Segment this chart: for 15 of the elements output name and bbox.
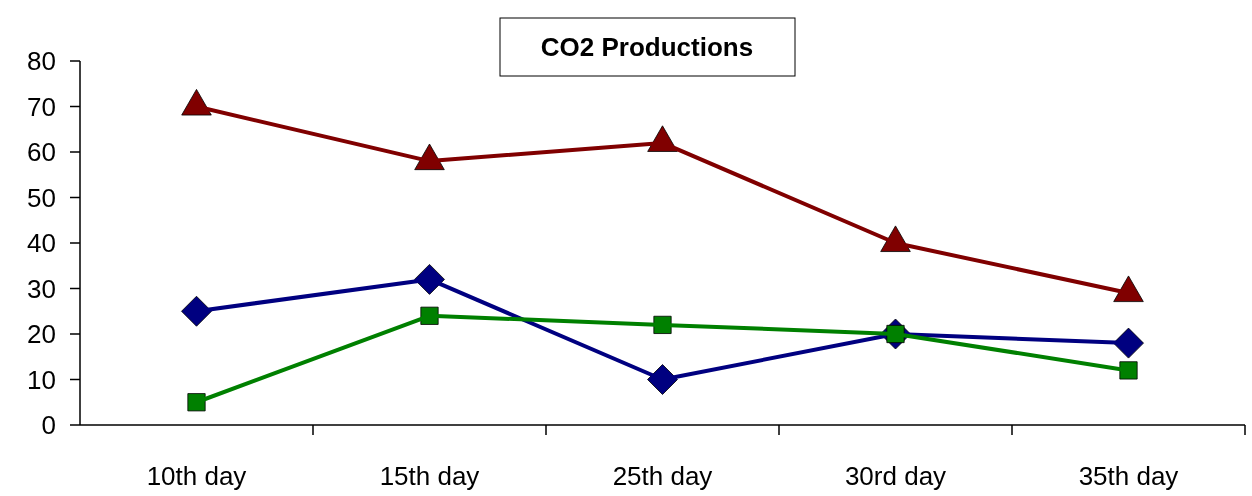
x-tick-label: 15th day [379, 461, 480, 491]
y-tick-label: 80 [27, 46, 56, 77]
y-tick-label: 70 [27, 91, 56, 122]
y-tick-label: 0 [41, 410, 56, 441]
x-tick-label: 35th day [1078, 461, 1179, 491]
y-tick-label: 20 [27, 319, 56, 350]
y-tick-label: 50 [27, 182, 56, 213]
y-tick-label: 30 [27, 273, 56, 304]
x-tick-label: 30rd day [844, 461, 947, 491]
y-tick-label: 60 [27, 137, 56, 168]
chart-title: CO2 Productions [540, 32, 754, 63]
y-tick-label: 40 [27, 228, 56, 259]
x-tick-label: 25th day [612, 461, 713, 491]
y-tick-label: 10 [27, 364, 56, 395]
x-tick-label: 10th day [146, 461, 247, 491]
